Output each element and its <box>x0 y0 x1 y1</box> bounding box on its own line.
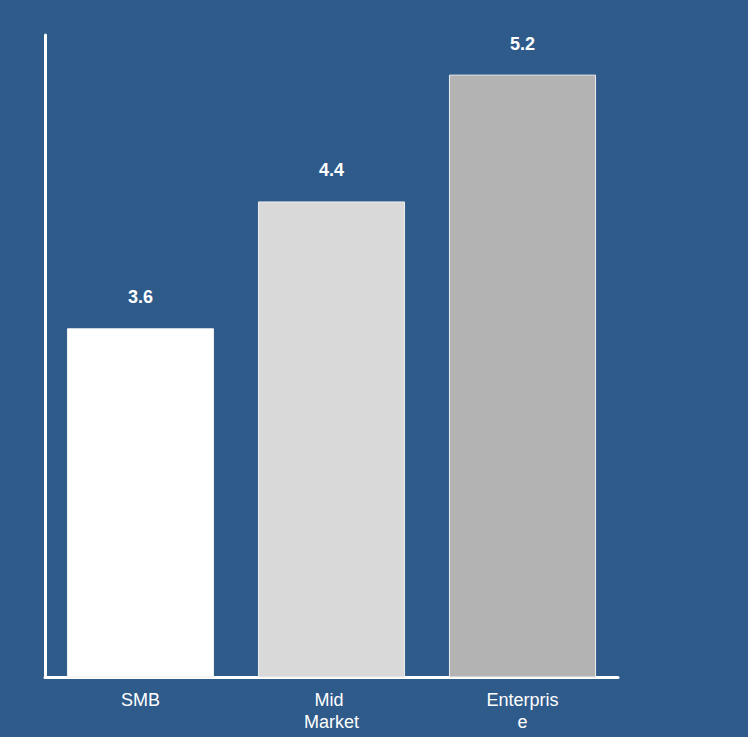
svg-text:Enterpris: Enterpris <box>486 690 558 710</box>
svg-text:Market: Market <box>304 712 359 732</box>
svg-text:SMB: SMB <box>121 690 160 710</box>
svg-text:3.6: 3.6 <box>128 287 153 307</box>
svg-text:4.4: 4.4 <box>319 160 344 180</box>
svg-text:Mid: Mid <box>314 690 348 710</box>
svg-text:5.2: 5.2 <box>510 34 535 54</box>
svg-text:e: e <box>517 712 527 732</box>
